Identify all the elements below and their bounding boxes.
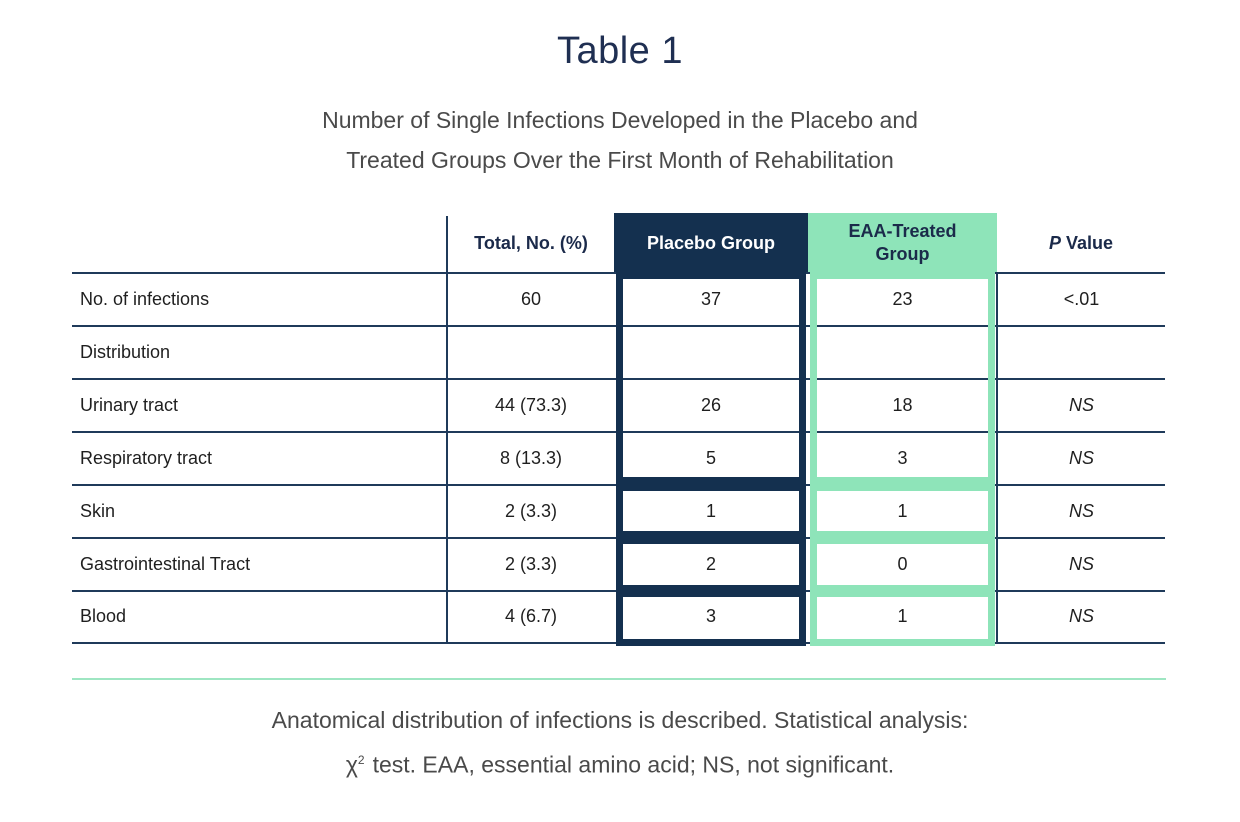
chi-symbol: χ: [345, 751, 358, 778]
cell-eaa: 3: [897, 448, 908, 468]
header-placebo: Placebo Group: [614, 213, 808, 273]
cell-p-value: NS: [1068, 395, 1094, 415]
cell-eaa: 0: [897, 554, 908, 574]
cell-p-value: NS: [1068, 448, 1094, 468]
subtitle-line-1: Number of Single Infections Developed in…: [322, 107, 918, 133]
row-label: Gastrointestinal Tract: [80, 554, 251, 574]
cell-placebo: 1: [705, 501, 716, 521]
placebo-box-gi: [616, 537, 806, 592]
cell-total: 2 (3.3): [504, 501, 558, 521]
cell-total: 60: [520, 289, 542, 309]
header-total: Total, No. (%): [474, 232, 588, 253]
subtitle-line-2: Treated Groups Over the First Month of R…: [346, 147, 894, 173]
cell-p-value: NS: [1068, 501, 1094, 521]
eaa-box-gi: [810, 537, 995, 592]
row-label: Respiratory tract: [80, 448, 213, 468]
header-p-value: P Value: [997, 213, 1165, 273]
footnote-line-1: Anatomical distribution of infections is…: [271, 707, 969, 733]
cell-total: 2 (3.3): [504, 554, 558, 574]
cell-total: 44 (73.3): [494, 395, 568, 415]
cell-placebo: 37: [700, 289, 722, 309]
footnote-divider: [72, 678, 1166, 680]
cell-eaa: 1: [897, 501, 908, 521]
chi-superscript: 2: [357, 753, 365, 767]
cell-total: 8 (13.3): [499, 448, 563, 468]
cell-placebo: 5: [705, 448, 716, 468]
eaa-box-skin: [810, 484, 995, 538]
table-subtitle: Number of Single Infections Developed in…: [0, 100, 1240, 180]
header-eaa: EAA-Treated Group: [808, 213, 997, 273]
row-label: Blood: [80, 606, 127, 626]
row-label: Urinary tract: [80, 395, 179, 415]
cell-p-value: NS: [1068, 554, 1094, 574]
column-divider: [446, 216, 448, 644]
placebo-box-upper: [616, 272, 806, 484]
page-title: Table 1: [556, 30, 684, 72]
cell-p-value: <.01: [1063, 289, 1100, 309]
column-divider: [996, 272, 998, 644]
header-eaa-line-1: EAA-Treated: [848, 221, 957, 241]
cell-placebo: 2: [705, 554, 716, 574]
header-p-rest: Value: [1060, 232, 1114, 253]
footnote-line-2-text: test. EAA, essential amino acid; NS, not…: [372, 751, 895, 778]
cell-placebo: 26: [700, 395, 722, 415]
eaa-box-upper: [810, 272, 995, 484]
header-eaa-line-2: Group: [875, 244, 930, 264]
cell-eaa: 23: [892, 289, 913, 309]
eaa-box-blood: [810, 590, 995, 646]
placebo-box-skin: [616, 484, 806, 538]
cell-placebo: 3: [705, 606, 716, 626]
footnote-line-2: χ2 test. EAA, essential amino acid; NS, n…: [0, 740, 1240, 785]
cell-total: 4 (6.7): [504, 606, 558, 626]
row-label: Skin: [80, 501, 116, 521]
row-label: Distribution: [80, 342, 171, 362]
cell-eaa: 1: [897, 606, 908, 626]
cell-eaa: 18: [892, 395, 913, 415]
cell-p-value: NS: [1068, 606, 1094, 626]
table-footnote: Anatomical distribution of infections is…: [0, 700, 1240, 785]
placebo-box-blood: [616, 590, 806, 646]
row-label: No. of infections: [80, 289, 210, 309]
header-p-letter: P: [1048, 232, 1061, 253]
